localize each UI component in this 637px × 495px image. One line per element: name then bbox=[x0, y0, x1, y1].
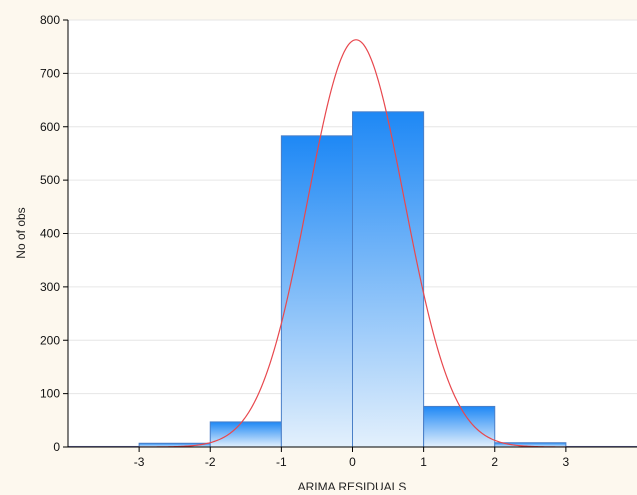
y-tick-label: 400 bbox=[40, 227, 60, 241]
y-axis-label: No of obs bbox=[14, 207, 28, 258]
y-tick-label: 0 bbox=[53, 440, 60, 454]
histogram-bar bbox=[423, 405, 496, 448]
x-tick-label: -2 bbox=[205, 455, 216, 469]
histogram-bar bbox=[352, 111, 425, 448]
x-axis-label: ARIMA RESIDUALS bbox=[298, 480, 407, 490]
axes: 0 100 200 300 400 500 600 700 800 -3 -2 -1 0 1 2 3 bbox=[40, 13, 637, 469]
y-tick-label: 300 bbox=[40, 280, 60, 294]
y-tick-label: 100 bbox=[40, 387, 60, 401]
x-tick-label: -3 bbox=[134, 455, 145, 469]
y-tick-label: 500 bbox=[40, 173, 60, 187]
x-tick-label: 3 bbox=[563, 455, 570, 469]
histogram-bar bbox=[209, 421, 282, 448]
y-tick-label: 600 bbox=[40, 120, 60, 134]
x-tick-label: 1 bbox=[420, 455, 427, 469]
histogram-bar bbox=[280, 135, 353, 448]
y-tick-label: 700 bbox=[40, 66, 60, 80]
y-tick-label: 200 bbox=[40, 333, 60, 347]
x-tick-label: -1 bbox=[276, 455, 287, 469]
x-tick-label: 2 bbox=[491, 455, 498, 469]
x-tick-label: 0 bbox=[349, 455, 356, 469]
y-tick-label: 800 bbox=[40, 13, 60, 27]
